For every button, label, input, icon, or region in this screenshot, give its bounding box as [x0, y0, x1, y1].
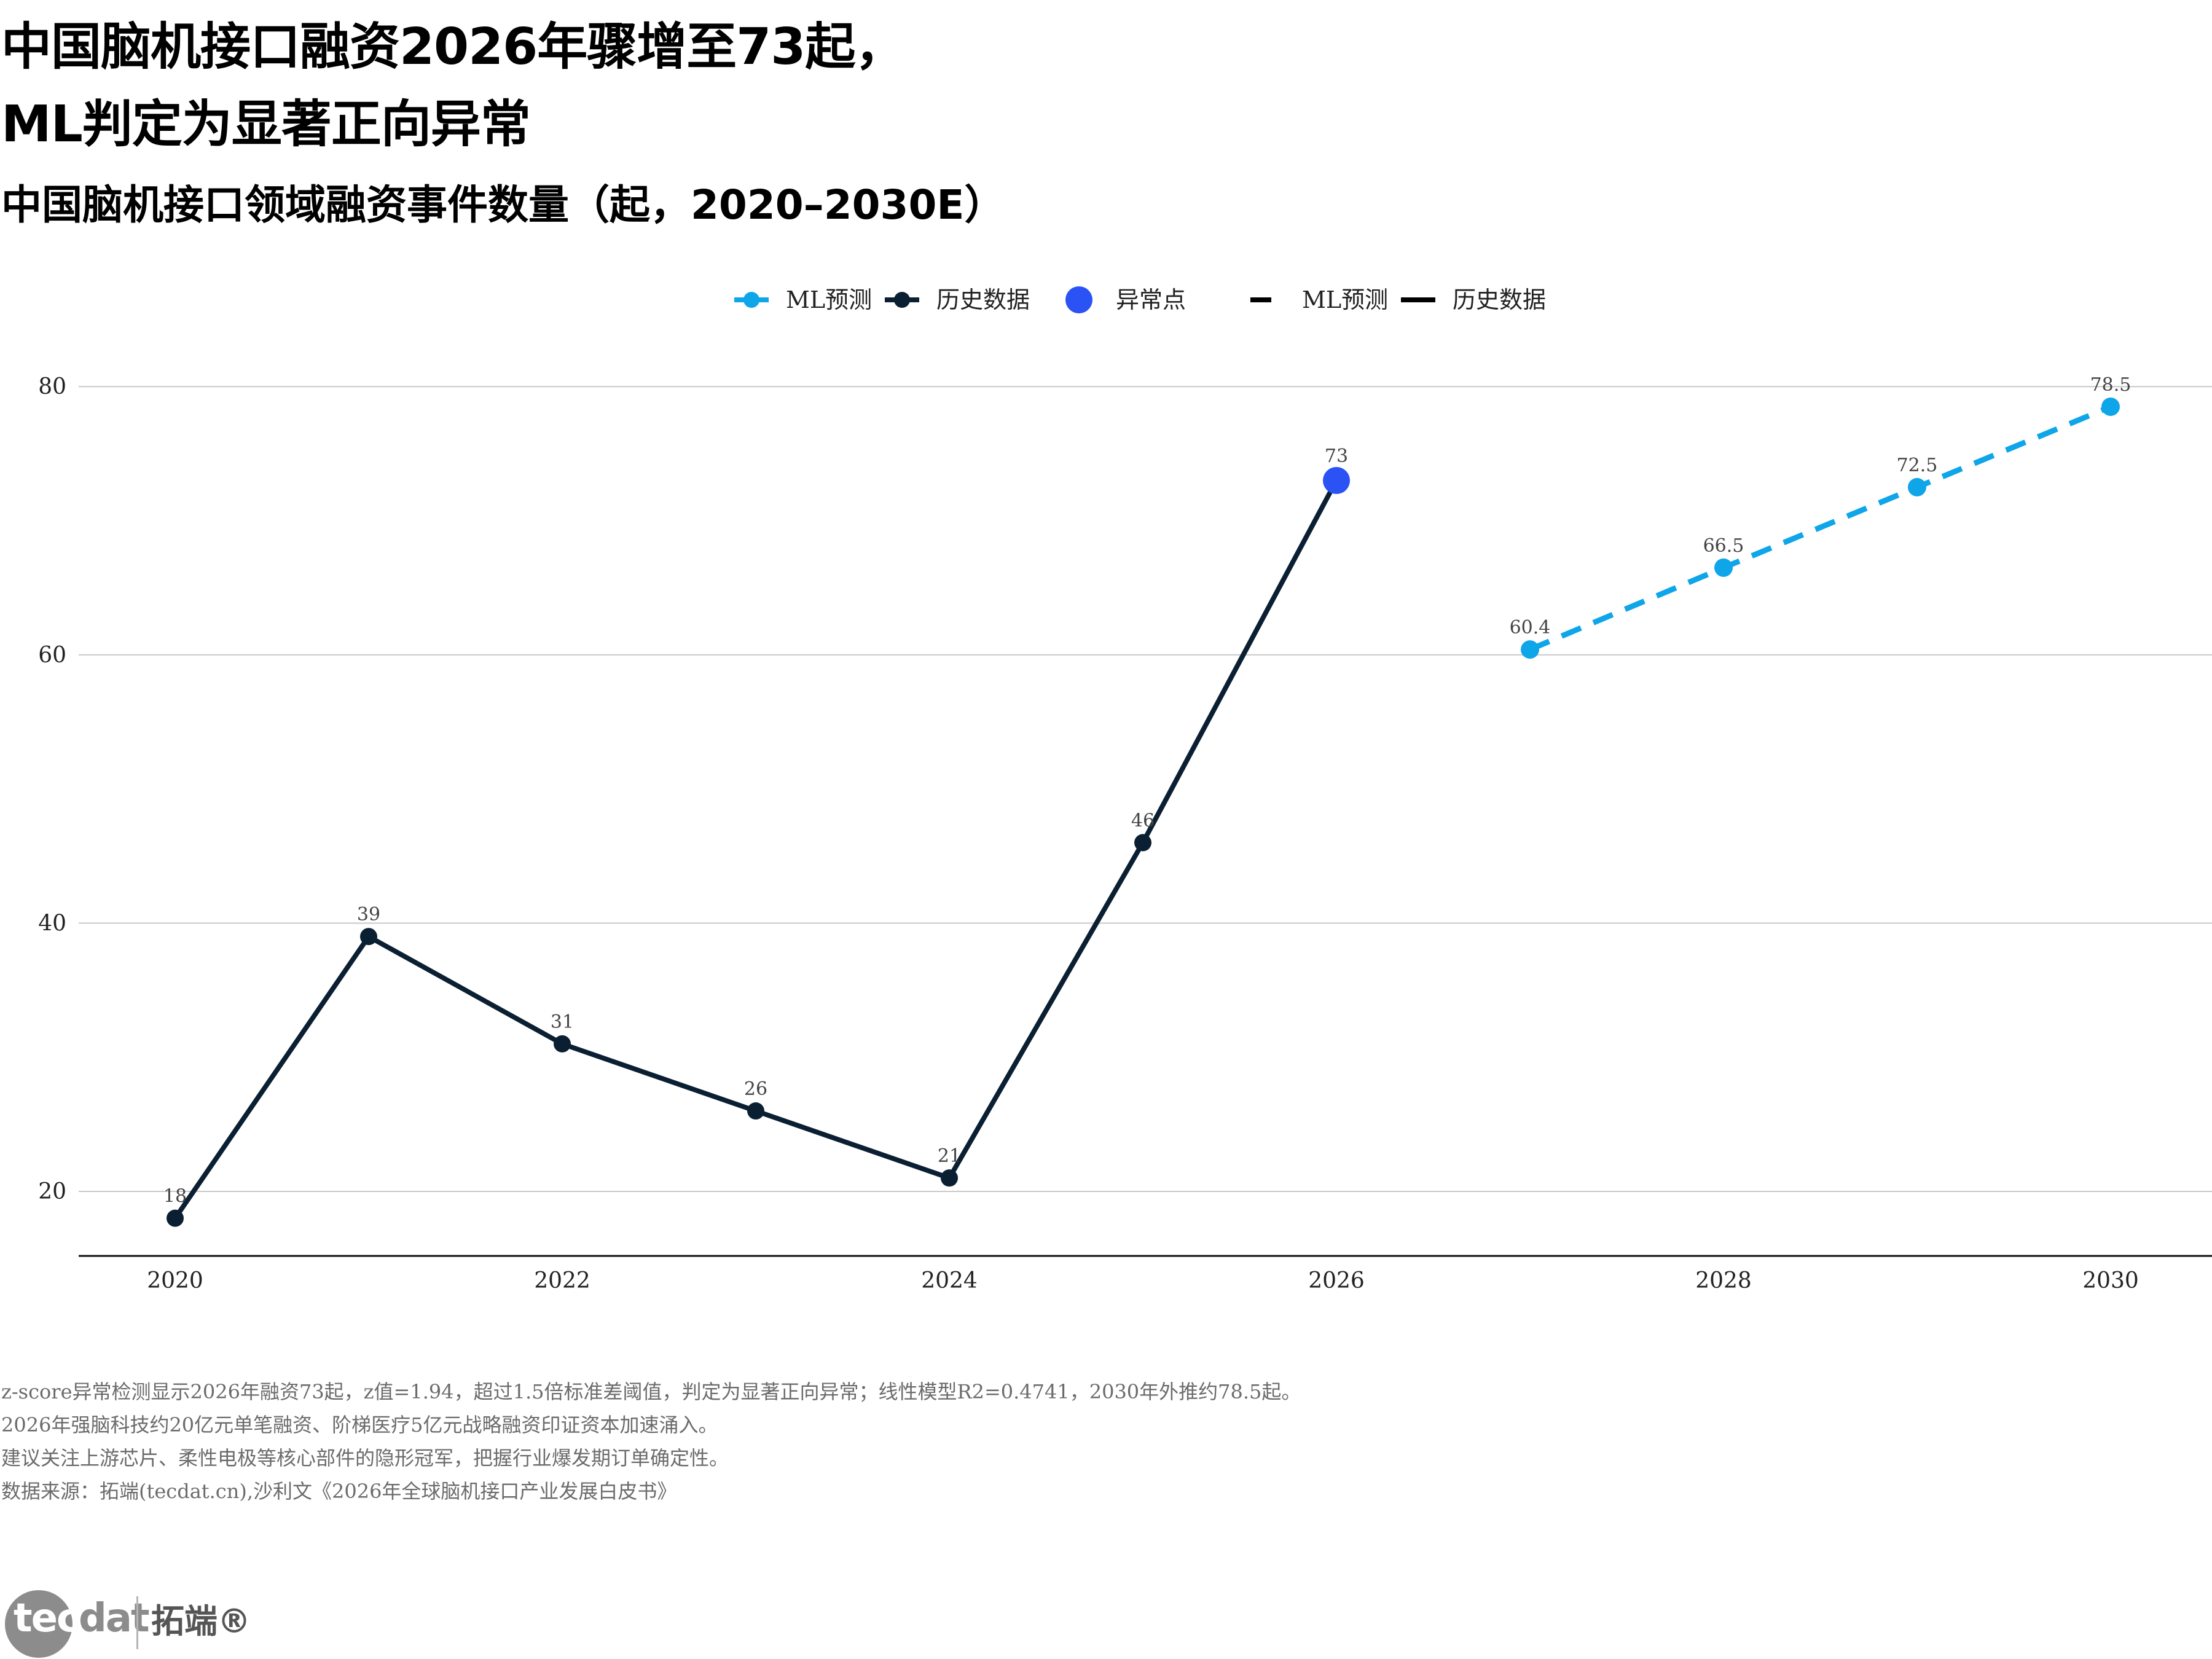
chart-series: 18 39 31 26 21 46 60.4 66.5 72.5 78.5 73	[163, 374, 2131, 1227]
chart-notes: z-score异常检测显示2026年融资73起，z值=1.94，超过1.5倍标准…	[1, 1375, 2189, 1508]
history-point	[941, 1169, 958, 1187]
note-line: 建议关注上游芯片、柔性电极等核心部件的隐形冠军，把握行业爆发期订单确定性。	[1, 1446, 729, 1470]
brand-logo-wordmark: tecdat	[14, 1596, 150, 1641]
brand-logo-circle	[5, 1590, 73, 1658]
headline-line-2: ML判定为显著正向异常	[1, 95, 531, 154]
legend-label: 异常点	[1116, 286, 1186, 313]
y-tick-label: 60	[38, 643, 66, 668]
legend-label: 历史数据	[1453, 286, 1546, 313]
history-point	[747, 1102, 764, 1120]
prediction-point	[1521, 640, 1539, 659]
chart-subtitle: 中国脑机接口领域融资事件数量（起，2020–2030E）	[1, 181, 1005, 229]
history-point	[554, 1035, 571, 1053]
y-axis-ticks: 20 40 60 80	[38, 374, 66, 1204]
legend-swatch-marker	[894, 292, 910, 308]
history-point-label: 21	[938, 1145, 961, 1167]
prediction-series-line	[1529, 404, 2112, 653]
history-point-label: 18	[163, 1186, 187, 1207]
legend-swatch-marker	[743, 292, 759, 308]
history-point	[360, 928, 377, 946]
prediction-point	[1714, 558, 1733, 577]
x-tick-label: 2028	[1695, 1268, 1752, 1293]
history-point-label: 46	[1131, 810, 1155, 831]
brand-divider	[136, 1596, 138, 1649]
history-point-label: 26	[744, 1078, 767, 1100]
y-tick-label: 20	[38, 1179, 66, 1204]
prediction-point-label: 60.4	[1510, 617, 1551, 638]
legend-label: ML预测	[786, 286, 872, 313]
y-tick-label: 80	[38, 374, 66, 399]
x-tick-label: 2024	[921, 1268, 978, 1293]
prediction-point	[2101, 397, 2120, 416]
history-point-label: 39	[357, 904, 380, 925]
anomaly-point-label: 73	[1325, 445, 1348, 467]
legend-label: ML预测	[1302, 286, 1388, 313]
legend-label: 历史数据	[936, 286, 1030, 313]
prediction-point-label: 78.5	[2090, 374, 2132, 396]
note-line: 2026年强脑科技约20亿元单笔融资、阶梯医疗5亿元战略融资印证资本加速涌入。	[1, 1413, 718, 1437]
brand-logo: tecdat 拓端®	[5, 1588, 263, 1658]
note-line: z-score异常检测显示2026年融资73起，z值=1.94，超过1.5倍标准…	[1, 1380, 1301, 1403]
legend-swatch-marker	[1065, 286, 1092, 313]
x-tick-label: 2026	[1308, 1268, 1365, 1293]
y-tick-label: 40	[38, 911, 66, 936]
x-tick-label: 2020	[147, 1268, 203, 1293]
prediction-point	[1908, 477, 1926, 496]
x-tick-label: 2030	[2082, 1268, 2139, 1293]
history-point	[167, 1209, 184, 1227]
brand-name: 拓端®	[151, 1602, 251, 1641]
chart-gridlines	[79, 386, 2212, 1192]
x-axis-ticks: 2020 2022 2024 2026 2028 2030	[147, 1268, 2139, 1293]
prediction-point-label: 72.5	[1897, 455, 1938, 476]
x-tick-label: 2022	[534, 1268, 590, 1293]
history-point	[1134, 834, 1151, 852]
headline-line-1: 中国脑机接口融资2026年骤增至73起，	[1, 18, 905, 76]
brand-logo-head: tec	[14, 1596, 80, 1641]
source-line: 数据来源：拓端(tecdat.cn),沙利文《2026年全球脑机接口产业发展白皮…	[1, 1480, 677, 1503]
anomaly-point	[1323, 467, 1350, 495]
history-point-label: 31	[551, 1011, 574, 1033]
chart-legend: ML预测 历史数据 异常点 ML预测 历史数据	[734, 286, 1546, 313]
prediction-point-label: 66.5	[1703, 535, 1744, 557]
